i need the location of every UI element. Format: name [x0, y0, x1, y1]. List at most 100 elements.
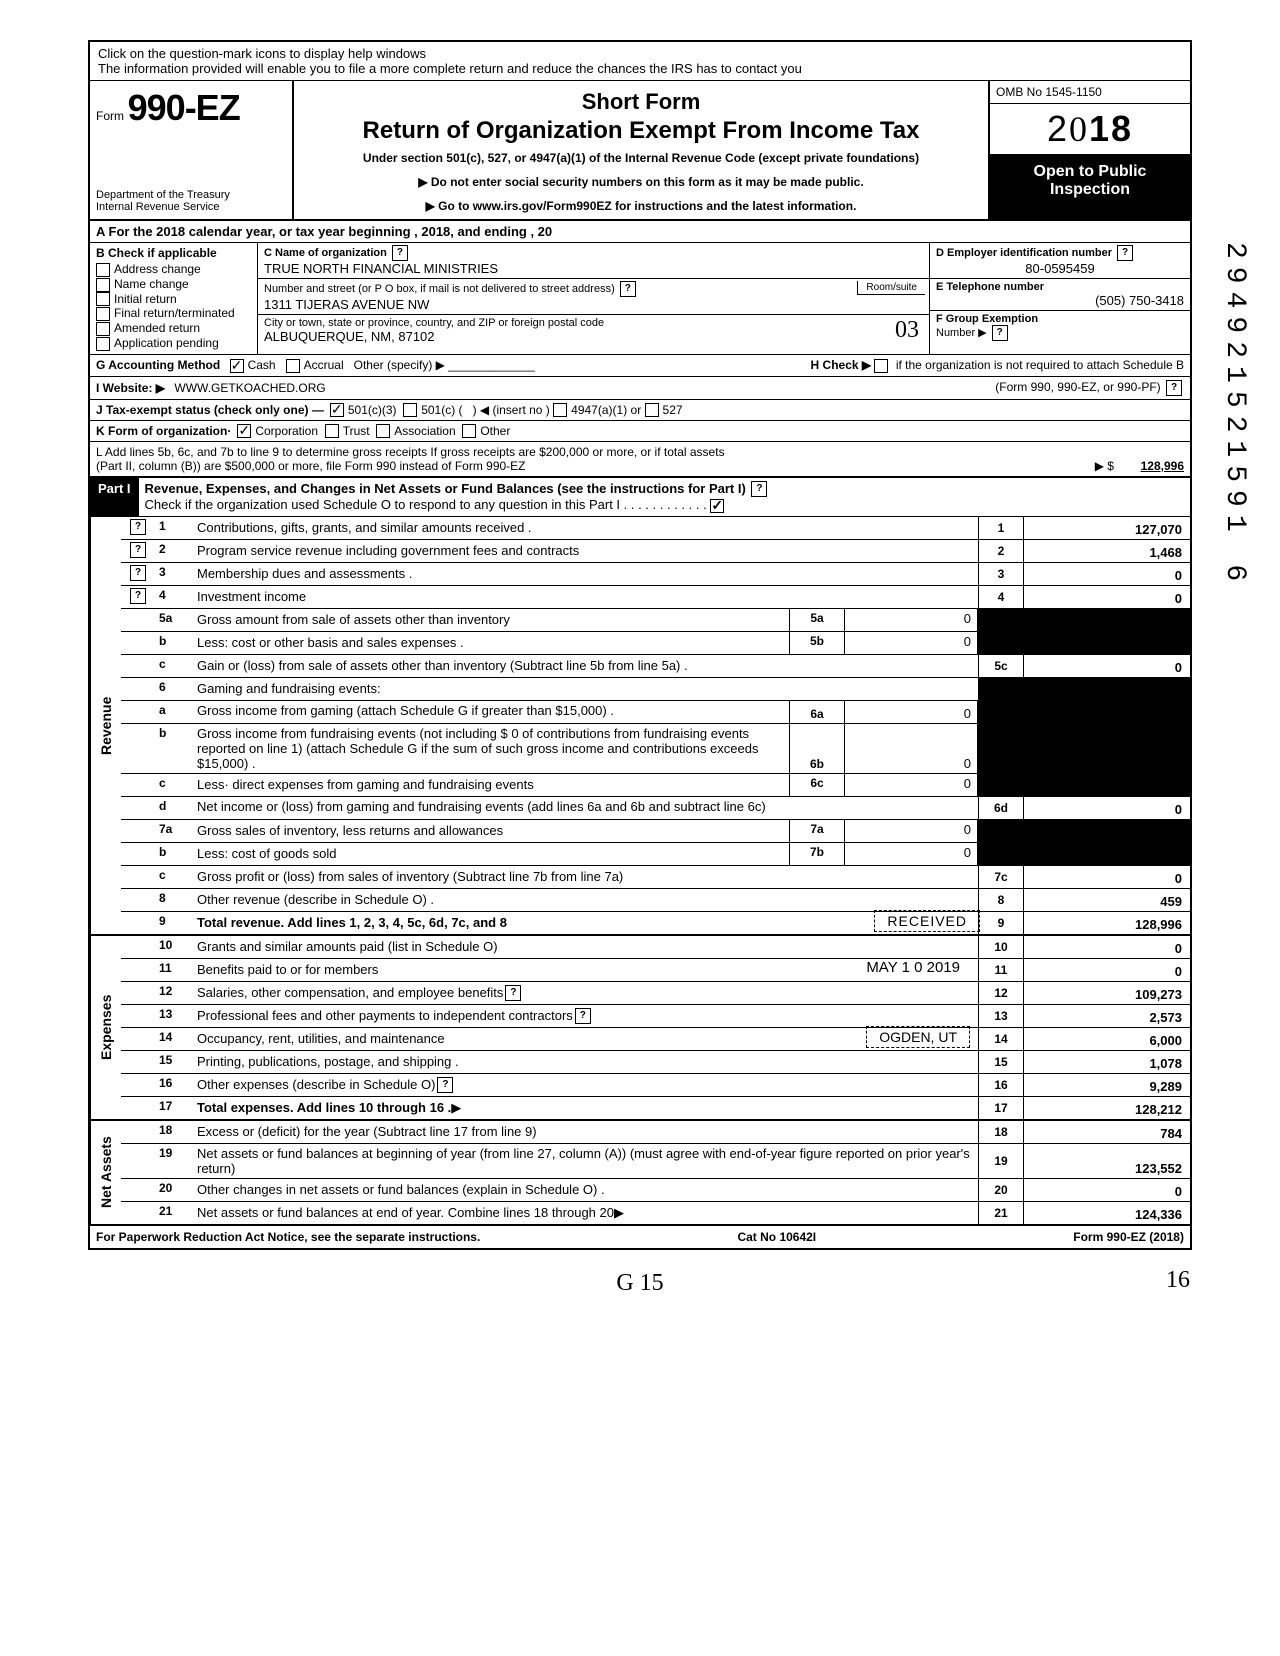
help-icon[interactable]: ? — [620, 281, 636, 297]
footer: For Paperwork Reduction Act Notice, see … — [90, 1226, 1190, 1248]
help-icon[interactable]: ? — [437, 1077, 453, 1093]
l6-n: 6 — [155, 678, 193, 700]
l6a-n: a — [155, 701, 193, 723]
l6d-v: 0 — [1024, 797, 1190, 819]
l21-n: 21 — [155, 1202, 193, 1224]
l3-d: Membership dues and assessments . — [193, 563, 978, 585]
l12-d: Salaries, other compensation, and employ… — [193, 982, 978, 1004]
l5b-box: 5b — [789, 632, 845, 654]
l5a-n: 5a — [155, 609, 193, 631]
l19-d: Net assets or fund balances at beginning… — [193, 1144, 978, 1178]
k-o1: Corporation — [255, 424, 318, 438]
help-icon[interactable]: ? — [1117, 245, 1133, 261]
city-row: City or town, state or province, country… — [258, 315, 929, 346]
l-text1: L Add lines 5b, 6c, and 7b to line 9 to … — [96, 445, 1184, 459]
other-label: Other (specify) ▶ — [354, 358, 445, 372]
checkbox-address-change[interactable] — [96, 263, 110, 277]
date-stamp: MAY 1 0 2019 — [866, 959, 960, 976]
checkbox-527[interactable] — [645, 403, 659, 417]
l4-v: 0 — [1024, 586, 1190, 608]
help-icon[interactable]: ? — [992, 325, 1008, 341]
omb-number: OMB No 1545-1150 — [990, 81, 1190, 104]
col-c: C Name of organization ? TRUE NORTH FINA… — [258, 243, 930, 354]
row-l: L Add lines 5b, 6c, and 7b to line 9 to … — [90, 442, 1190, 478]
help-icon[interactable]: ? — [1166, 380, 1182, 396]
l8-d: Other revenue (describe in Schedule O) . — [193, 889, 978, 911]
l11-box: 11 — [978, 959, 1024, 981]
checkbox-4947[interactable] — [553, 403, 567, 417]
expense-lines: 10Grants and similar amounts paid (list … — [121, 936, 1190, 1119]
l13-v: 2,573 — [1024, 1005, 1190, 1027]
year-0: 0 — [1069, 109, 1089, 149]
l2-d: Program service revenue including govern… — [193, 540, 978, 562]
checkbox-amended[interactable] — [96, 322, 110, 336]
row-a: A For the 2018 calendar year, or tax yea… — [90, 221, 1190, 243]
expenses-side-label: Expenses — [90, 936, 121, 1119]
help-icon[interactable]: ? — [575, 1008, 591, 1024]
help-icon[interactable]: ? — [392, 245, 408, 261]
l15-n: 15 — [155, 1051, 193, 1073]
part1-check: Check if the organization used Schedule … — [145, 497, 707, 512]
phone-label: E Telephone number — [936, 281, 1044, 293]
checkbox-name-change[interactable] — [96, 278, 110, 292]
l18-v: 784 — [1024, 1121, 1190, 1143]
help-icon[interactable]: ? — [130, 542, 146, 558]
ein-label: D Employer identification number — [936, 247, 1112, 259]
l3-box: 3 — [978, 563, 1024, 585]
l2-box: 2 — [978, 540, 1024, 562]
l5b-n: b — [155, 632, 193, 654]
k-o4: Other — [480, 424, 510, 438]
checkbox-accrual[interactable] — [286, 359, 300, 373]
l8-v: 459 — [1024, 889, 1190, 911]
checkbox-corp[interactable] — [237, 424, 251, 438]
l6c-n: c — [155, 774, 193, 796]
l6c-v: 0 — [845, 774, 978, 796]
l1-d: Contributions, gifts, grants, and simila… — [193, 517, 978, 539]
checkbox-initial[interactable] — [96, 292, 110, 306]
black — [1024, 678, 1190, 700]
l20-n: 20 — [155, 1179, 193, 1201]
addr-label: Number and street (or P O box, if mail i… — [264, 283, 615, 295]
checkbox-final[interactable] — [96, 307, 110, 321]
l4-box: 4 — [978, 586, 1024, 608]
org-name: TRUE NORTH FINANCIAL MINISTRIES — [264, 261, 498, 276]
help-icon[interactable]: ? — [505, 985, 521, 1001]
checkbox-trust[interactable] — [325, 424, 339, 438]
checkbox-pending[interactable] — [96, 337, 110, 351]
arrow-2: ▶ Go to www.irs.gov/Form990EZ for instru… — [304, 199, 978, 213]
street-address: 1311 TIJERAS AVENUE NW — [264, 297, 429, 312]
j-o3: 4947(a)(1) or — [571, 403, 641, 417]
checkbox-501c[interactable] — [403, 403, 417, 417]
checkbox-schedule-o[interactable] — [710, 499, 724, 513]
year-18: 18 — [1089, 108, 1133, 149]
black — [978, 701, 1024, 723]
l13-text: Professional fees and other payments to … — [197, 1008, 573, 1023]
phone-row: E Telephone number (505) 750-3418 — [930, 279, 1190, 311]
checkbox-501c3[interactable] — [330, 403, 344, 417]
black — [1024, 843, 1190, 865]
checkbox-schedule-b[interactable] — [874, 359, 888, 373]
l11-n: 11 — [155, 959, 193, 981]
revenue-section: Revenue ?1Contributions, gifts, grants, … — [90, 517, 1190, 936]
revenue-lines: ?1Contributions, gifts, grants, and simi… — [121, 517, 1190, 934]
help-icon[interactable]: ? — [751, 481, 767, 497]
help-icon[interactable]: ? — [130, 519, 146, 535]
checkbox-other-org[interactable] — [462, 424, 476, 438]
row-k: K Form of organization· Corporation Trus… — [90, 421, 1190, 442]
tax-year: 2018 — [990, 104, 1190, 155]
checkbox-assoc[interactable] — [376, 424, 390, 438]
l6c-box: 6c — [789, 774, 845, 796]
help-icon[interactable]: ? — [130, 565, 146, 581]
help-icon[interactable]: ? — [130, 588, 146, 604]
l7a-v: 0 — [845, 820, 978, 842]
checkbox-cash[interactable] — [230, 359, 244, 373]
l16-d: Other expenses (describe in Schedule O) … — [193, 1074, 978, 1096]
l21-box: 21 — [978, 1202, 1024, 1224]
j-label: J Tax-exempt status (check only one) — — [96, 403, 324, 417]
l8-box: 8 — [978, 889, 1024, 911]
opt-pending: Application pending — [114, 336, 219, 350]
l5c-box: 5c — [978, 655, 1024, 677]
l10-box: 10 — [978, 936, 1024, 958]
l2-v: 1,468 — [1024, 540, 1190, 562]
b-title: B Check if applicable — [96, 246, 251, 260]
